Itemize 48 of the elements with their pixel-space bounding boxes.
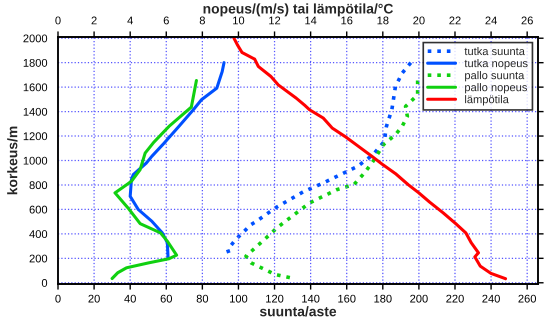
x-tick-label: 140	[302, 294, 320, 303]
y-tick-label: 1800	[24, 58, 48, 67]
legend-label: lämpötila	[465, 95, 509, 106]
legend-label: tutka suunta	[464, 47, 525, 56]
y-tick-label: 0	[42, 279, 48, 287]
x-tick-label: 120	[266, 294, 284, 303]
legend-label: tutka nopeus	[464, 59, 528, 70]
y-tick-label: 400	[29, 230, 48, 238]
y-tick-label: 800	[30, 181, 48, 190]
x2-tick-label: 24	[485, 16, 497, 24]
legend-label: pallo nopeus	[465, 83, 527, 94]
x2-tick-label: 8	[200, 16, 205, 24]
y-tick-label: 1000	[24, 156, 48, 165]
y-tick-label: 600	[30, 206, 48, 214]
y-tick-label: 200	[30, 254, 48, 262]
y-tick-label: 1600	[24, 83, 48, 92]
x-tick-label: 240	[482, 294, 500, 303]
x-tick-label: 0	[55, 294, 61, 303]
x2-tick-label: 12	[269, 16, 280, 24]
x2-axis-title: nopeus/(m/s) tai lämpötila/°C	[204, 3, 394, 16]
x2-tick-label: 2	[92, 16, 97, 24]
x-tick-label: 20	[88, 294, 100, 303]
x-tick-label: 200	[410, 294, 428, 303]
x-axis-title: suunta/aste	[260, 306, 336, 317]
x-tick-label: 180	[374, 294, 392, 303]
x2-tick-label: 4	[127, 16, 133, 24]
line-series	[244, 78, 420, 280]
x2-tick-label: 16	[341, 16, 352, 24]
x2-tick-label: 18	[377, 16, 389, 24]
x2-tick-label: 26	[522, 16, 533, 24]
x-tick-label: 100	[230, 294, 248, 303]
y-tick-label: 2000	[23, 34, 48, 42]
x2-tick-label: 0	[55, 16, 61, 24]
x-tick-label: 260	[518, 294, 536, 303]
x2-tick-label: 20	[413, 16, 425, 24]
y-tick-label: 1400	[24, 108, 48, 116]
legend-label: pallo suunta	[465, 71, 524, 82]
x2-tick-label: 6	[164, 16, 169, 24]
x2-tick-label: 10	[233, 16, 244, 24]
x-tick-label: 220	[446, 294, 464, 303]
y-tick-label: 1200	[24, 132, 48, 140]
x-tick-label: 40	[124, 294, 136, 303]
x2-tick-label: 22	[449, 16, 461, 24]
y-axis-title: korkeus/m	[7, 126, 18, 194]
x-tick-label: 160	[338, 294, 356, 303]
x-tick-label: 80	[196, 294, 208, 303]
x-tick-label: 60	[160, 294, 172, 303]
x2-tick-label: 14	[305, 16, 316, 24]
